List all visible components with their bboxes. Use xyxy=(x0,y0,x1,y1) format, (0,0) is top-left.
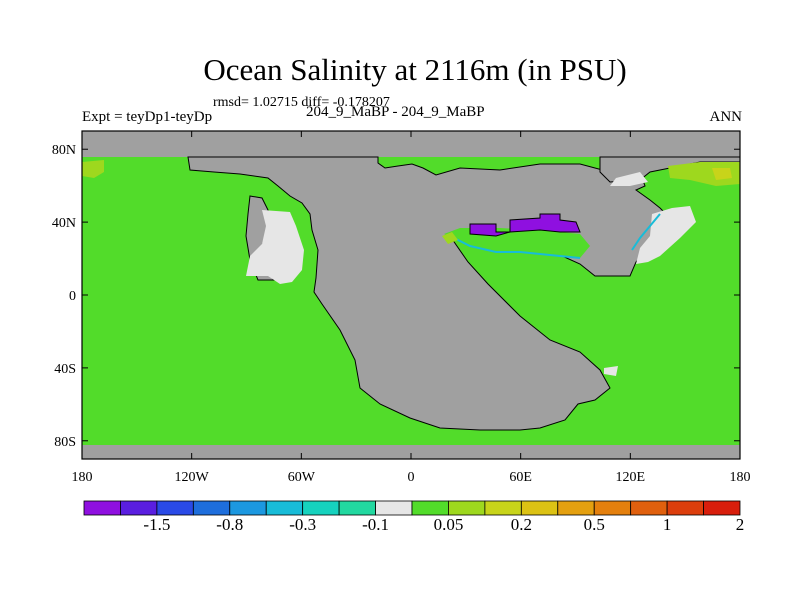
colorbar-label: -0.3 xyxy=(289,515,317,534)
x-tick-label: 0 xyxy=(408,470,415,485)
colorbar-swatch xyxy=(375,500,413,516)
x-tick-label: 180 xyxy=(72,470,93,485)
colorbar-swatch xyxy=(703,500,741,516)
colorbar-label: 0.5 xyxy=(583,515,605,534)
colorbar-swatch xyxy=(666,500,704,516)
colorbar-swatch xyxy=(192,500,231,516)
tethys-cyan-rim xyxy=(449,235,581,259)
season-label: ANN xyxy=(709,109,743,125)
chart-subtitle: 204_9_MaBP - 204_9_MaBP xyxy=(306,104,485,120)
colorbar-swatch xyxy=(302,500,340,516)
east-cyan-rim xyxy=(631,213,661,251)
colorbar-swatch xyxy=(120,500,158,516)
tethys-sea xyxy=(444,228,590,258)
colorbar-swatch xyxy=(83,500,121,516)
y-tick-label: 40N xyxy=(52,216,76,231)
colorbar-label: -0.8 xyxy=(216,515,244,534)
x-tick-label: 120E xyxy=(616,470,646,485)
anomaly-purple xyxy=(469,213,581,237)
near-zero-east xyxy=(636,206,696,264)
colorbar-swatch xyxy=(156,500,194,516)
positive-patch-tethys xyxy=(442,232,458,244)
y-tick-label: 40S xyxy=(54,362,76,377)
colorbar-swatch xyxy=(265,500,304,516)
colorbar-swatch xyxy=(557,500,595,516)
rmsd-diff-stats: rmsd= 1.02715 diff= -0.178207 xyxy=(213,95,390,110)
colorbar-swatch xyxy=(484,500,522,516)
positive-patch-ne-inner xyxy=(712,168,732,180)
colorbar-label: 1 xyxy=(662,515,672,534)
colorbar-swatch xyxy=(338,500,376,516)
colorbar-label: -0.1 xyxy=(362,515,390,534)
axis-tick-labels: 180 120W 60W 0 60E 120E 180 80N 40N 0 40S 80S xyxy=(52,143,751,485)
y-tick-label: 80N xyxy=(52,143,76,158)
colorbar-swatch xyxy=(229,500,267,516)
x-tick-label: 60E xyxy=(509,470,532,485)
colorbar-label: 0.05 xyxy=(433,515,464,534)
colorbar-swatch xyxy=(448,500,486,516)
colorbar-swatch xyxy=(520,500,559,516)
y-tick-label: 80S xyxy=(54,435,76,450)
colorbar-label: -1.5 xyxy=(143,515,171,534)
x-tick-label: 120W xyxy=(175,470,210,485)
near-zero-south xyxy=(604,366,618,376)
colorbar xyxy=(83,500,741,516)
land-south-band xyxy=(82,445,740,459)
x-tick-label: 180 xyxy=(730,470,751,485)
y-tick-label: 0 xyxy=(69,289,76,304)
axis-ticks xyxy=(81,131,741,459)
colorbar-swatch xyxy=(593,500,632,516)
positive-patch-nw xyxy=(82,160,104,178)
colorbar-swatch xyxy=(630,500,668,516)
experiment-label: Expt = teyDp1-teyDp xyxy=(82,109,213,125)
chart-title: Ocean Salinity at 2116m (in PSU) xyxy=(203,52,627,87)
colorbar-label: 0.2 xyxy=(510,515,532,534)
near-zero-north xyxy=(610,172,648,186)
colorbar-swatch xyxy=(411,500,449,516)
colorbar-label: 2 xyxy=(735,515,745,534)
x-tick-label: 60W xyxy=(288,470,316,485)
near-zero-west xyxy=(246,210,304,284)
